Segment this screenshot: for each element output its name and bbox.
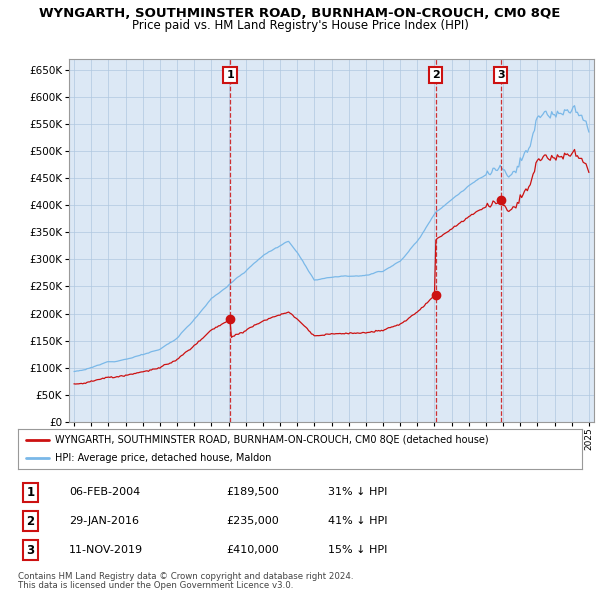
Text: 3: 3: [497, 70, 505, 80]
Text: 15% ↓ HPI: 15% ↓ HPI: [328, 545, 388, 555]
Text: 41% ↓ HPI: 41% ↓ HPI: [328, 516, 388, 526]
Text: £235,000: £235,000: [227, 516, 280, 526]
Text: 31% ↓ HPI: 31% ↓ HPI: [328, 487, 388, 497]
Text: 2: 2: [432, 70, 440, 80]
Text: 1: 1: [26, 486, 34, 499]
Text: 1: 1: [226, 70, 234, 80]
Text: HPI: Average price, detached house, Maldon: HPI: Average price, detached house, Mald…: [55, 453, 271, 463]
Text: WYNGARTH, SOUTHMINSTER ROAD, BURNHAM-ON-CROUCH, CM0 8QE: WYNGARTH, SOUTHMINSTER ROAD, BURNHAM-ON-…: [40, 7, 560, 20]
Text: Contains HM Land Registry data © Crown copyright and database right 2024.: Contains HM Land Registry data © Crown c…: [18, 572, 353, 581]
Text: Price paid vs. HM Land Registry's House Price Index (HPI): Price paid vs. HM Land Registry's House …: [131, 19, 469, 32]
Text: This data is licensed under the Open Government Licence v3.0.: This data is licensed under the Open Gov…: [18, 581, 293, 589]
Text: £410,000: £410,000: [227, 545, 280, 555]
Text: 3: 3: [26, 543, 34, 556]
Text: £189,500: £189,500: [227, 487, 280, 497]
Text: 29-JAN-2016: 29-JAN-2016: [69, 516, 139, 526]
Text: 11-NOV-2019: 11-NOV-2019: [69, 545, 143, 555]
Text: WYNGARTH, SOUTHMINSTER ROAD, BURNHAM-ON-CROUCH, CM0 8QE (detached house): WYNGARTH, SOUTHMINSTER ROAD, BURNHAM-ON-…: [55, 435, 488, 445]
Text: 2: 2: [26, 514, 34, 528]
Text: 06-FEB-2004: 06-FEB-2004: [69, 487, 140, 497]
